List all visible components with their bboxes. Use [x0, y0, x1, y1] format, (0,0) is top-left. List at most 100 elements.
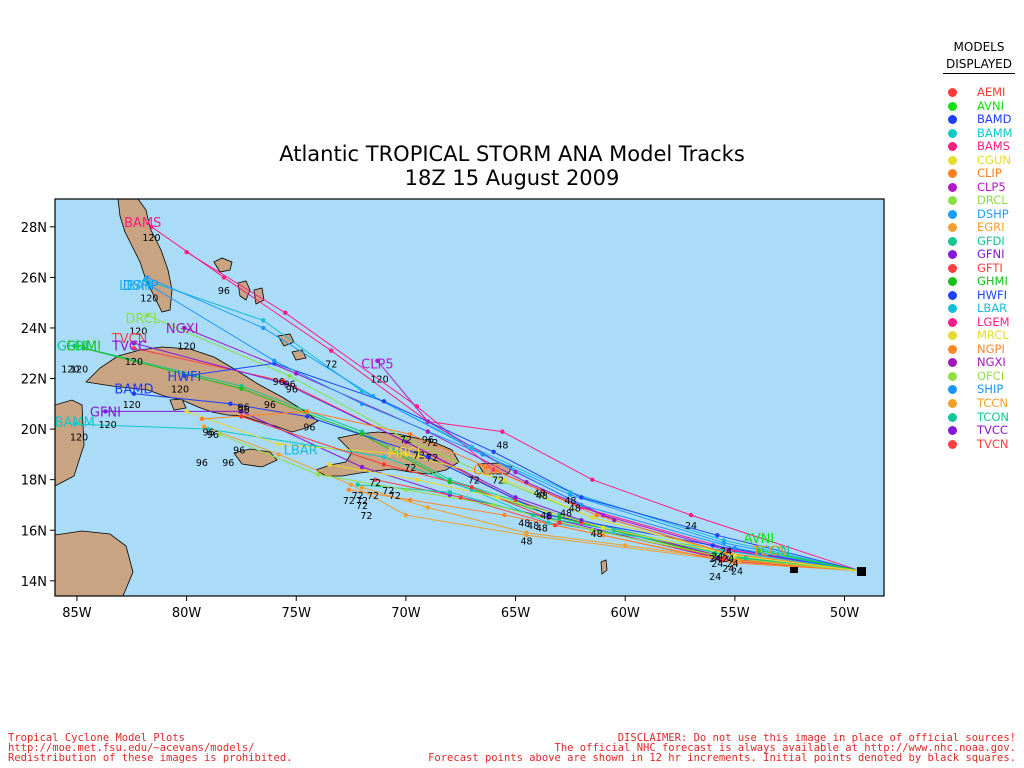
forecast-point	[326, 462, 332, 467]
hour-label: 48	[536, 524, 548, 535]
hour-label: 24	[711, 552, 723, 563]
forecast-point	[495, 495, 501, 500]
forecast-point	[372, 477, 378, 482]
forecast-point	[484, 464, 490, 470]
forecast-point	[546, 520, 551, 525]
legend-dot-icon	[948, 236, 957, 246]
hour-label: 24	[731, 567, 743, 578]
legend-label: TCON	[977, 409, 1010, 424]
model-name-label: BAMS	[124, 216, 161, 231]
hour-label: 24	[727, 559, 739, 570]
forecast-point	[502, 512, 507, 518]
hour-label: 96	[238, 402, 250, 413]
model-name-label: MRCL	[388, 446, 425, 461]
legend-label: DRCL	[977, 193, 1008, 208]
forecast-point	[524, 530, 529, 535]
hour-label: 24	[722, 554, 734, 565]
footer-left-line2[interactable]: http://moe.met.fsu.edu/~acevans/models/	[8, 742, 255, 754]
forecast-point	[728, 555, 733, 561]
forecast-point	[403, 439, 409, 444]
hour-label: 120	[140, 294, 158, 305]
forecast-point	[221, 275, 227, 280]
lat-label: 22N	[21, 373, 47, 388]
lat-label: 14N	[21, 575, 47, 590]
hour-label: 72	[356, 496, 368, 507]
track-aemi	[241, 416, 860, 572]
legend-label: CLIP	[977, 166, 1002, 181]
forecast-point	[359, 388, 365, 394]
footer-left: Tropical Cyclone Model Plots http://moe.…	[8, 733, 292, 764]
forecast-point	[403, 512, 409, 518]
forecast-point	[131, 391, 137, 396]
forecast-point	[491, 449, 496, 455]
forecast-point	[346, 487, 352, 492]
hour-label: 24	[711, 559, 723, 570]
hour-label: 72	[360, 511, 372, 522]
forecast-point	[381, 399, 387, 404]
forecast-point	[469, 485, 474, 490]
lat-label: 26N	[21, 271, 47, 286]
forecast-point	[276, 442, 281, 447]
legend-label: LBAR	[977, 301, 1008, 316]
lon-label: 70W	[391, 606, 421, 621]
model-name-label: BAMM	[55, 416, 95, 431]
hour-label: 72	[413, 450, 425, 461]
track-tccn	[361, 486, 860, 572]
forecast-point	[201, 424, 207, 429]
hour-label: 96	[286, 385, 298, 396]
legend-dot-icon	[948, 209, 957, 219]
legend-label: NGPI	[977, 341, 1005, 356]
land-guadeloupe	[600, 559, 608, 575]
lat-label: 18N	[21, 474, 47, 489]
forecast-point	[149, 224, 154, 230]
forecast-point	[579, 502, 584, 508]
track-cgun	[329, 464, 860, 572]
legend-dot-icon	[948, 263, 957, 273]
forecast-point	[239, 386, 244, 391]
forecast-point	[403, 452, 409, 457]
lat-label: 24N	[21, 322, 47, 337]
legend-dot-icon	[948, 115, 957, 124]
forecast-point	[182, 373, 187, 379]
legend-label: EGRI	[977, 220, 1005, 235]
hour-label: 120	[142, 233, 160, 244]
hour-label: 48	[560, 509, 572, 520]
legend-label: CGUN	[977, 152, 1011, 167]
forecast-point	[315, 472, 321, 477]
hour-label: 72	[400, 435, 412, 446]
legend-label: TCCN	[977, 396, 1009, 410]
legend-dot-icon	[948, 358, 957, 368]
lon-label: 75W	[282, 606, 312, 621]
forecast-point	[131, 345, 137, 351]
hour-label: 120	[129, 326, 147, 337]
hour-label: 48	[569, 503, 581, 514]
legend-label: AVNI	[977, 98, 1004, 113]
forecast-point	[601, 533, 606, 538]
forecast-point	[458, 495, 463, 500]
legend-dot-icon	[948, 128, 957, 138]
land-yucatan	[55, 399, 85, 487]
hour-label: 96	[233, 445, 245, 456]
legend-dot-icon	[948, 344, 957, 354]
forecast-point	[239, 414, 244, 419]
forecast-point	[261, 325, 266, 331]
hour-label: 72	[389, 491, 401, 502]
forecast-point	[732, 560, 738, 566]
legend-label: TVCN	[977, 436, 1009, 451]
forecast-point	[715, 555, 720, 561]
hour-label: 48	[496, 440, 508, 451]
legend-dot-icon	[948, 439, 957, 449]
forecast-point	[348, 482, 354, 487]
legend-dot-icon	[948, 399, 957, 408]
land-south-america	[55, 530, 134, 596]
legend-label: GFTI	[977, 260, 1003, 275]
forecast-point	[184, 409, 189, 414]
hour-label: 72	[382, 486, 394, 497]
axis-ticks	[50, 226, 846, 601]
legend-dot-icon	[948, 101, 957, 111]
forecast-point	[425, 505, 431, 510]
forecast-point	[710, 543, 716, 548]
map-title: Atlantic TROPICAL STORM ANA Model Tracks	[279, 142, 745, 166]
forecast-point	[425, 419, 431, 424]
